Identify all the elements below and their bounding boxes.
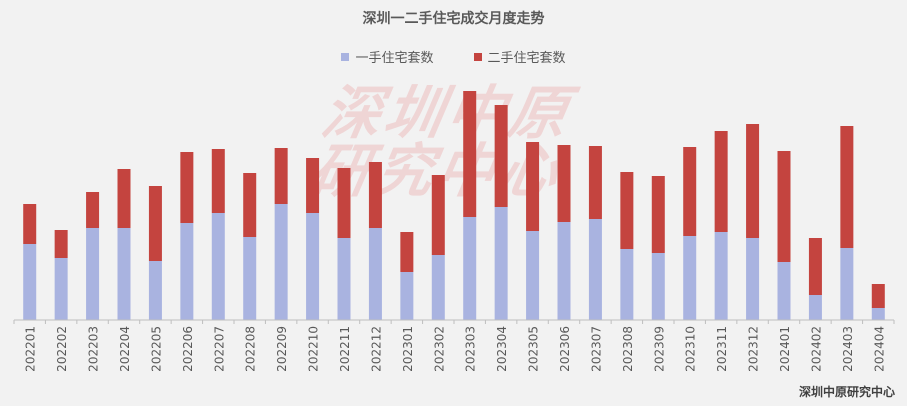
bar-secondary-202403 [840,126,854,248]
legend-swatch-primary [341,52,350,61]
bar-primary-202311 [714,232,728,320]
x-tick-label-202308: 202308 [621,326,635,372]
bar-secondary-202312 [746,124,760,238]
bar-primary-202204 [117,228,131,320]
bar-primary-202205 [148,261,162,320]
bar-secondary-202307 [588,146,602,219]
x-tick-label-202310: 202310 [684,326,698,372]
x-tick-label-202307: 202307 [589,326,603,372]
x-tick-label-202301: 202301 [401,326,415,372]
bar-primary-202308 [620,249,634,320]
bar-primary-202207 [211,213,225,320]
legend-swatch-secondary [473,52,482,61]
bar-primary-202210 [306,213,320,320]
bar-secondary-202201 [23,204,37,244]
bar-primary-202206 [180,223,194,320]
x-tick-label-202203: 202203 [87,326,101,372]
bar-primary-202208 [243,237,257,320]
x-tick-label-202206: 202206 [181,326,195,372]
x-tick-label-202402: 202402 [809,326,823,372]
bar-primary-202212 [368,228,382,320]
x-tick-label-202302: 202302 [432,326,446,372]
x-tick-label-202304: 202304 [495,326,509,372]
bar-secondary-202306 [557,145,571,222]
bar-secondary-202309 [651,176,665,253]
bar-primary-202310 [683,236,697,320]
x-tick-label-202403: 202403 [841,326,855,372]
legend-label-primary: 一手住宅套数 [355,51,434,66]
bar-primary-202401 [777,262,791,320]
legend-item-primary: 一手住宅套数 [341,47,434,66]
bar-secondary-202305 [526,142,540,231]
bar-primary-202202 [54,258,68,320]
legend-item-secondary: 二手住宅套数 [473,47,566,66]
bar-secondary-202304 [494,105,508,207]
bar-primary-202306 [557,222,571,320]
bar-secondary-202310 [683,147,697,236]
bar-secondary-202206 [180,152,194,223]
bar-primary-202303 [463,217,477,320]
x-tick-label-202303: 202303 [464,326,478,372]
bar-secondary-202202 [54,230,68,258]
bar-secondary-202401 [777,151,791,262]
bar-primary-202312 [746,238,760,320]
bar-primary-202201 [23,244,37,320]
x-tick-label-202401: 202401 [778,326,792,372]
x-tick-label-202212: 202212 [369,326,383,372]
x-tick-label-202404: 202404 [872,326,886,372]
x-tick-label-202210: 202210 [307,326,321,372]
bar-secondary-202211 [337,168,351,238]
bar-secondary-202207 [211,149,225,213]
bar-secondary-202301 [400,232,414,272]
bar-secondary-202404 [871,284,885,308]
bar-primary-202203 [86,228,100,320]
bar-secondary-202205 [148,186,162,261]
bar-secondary-202212 [368,162,382,228]
bar-secondary-202210 [306,158,320,213]
bar-secondary-202203 [86,192,100,228]
x-tick-label-202205: 202205 [149,326,163,372]
bar-secondary-202308 [620,172,634,249]
bar-primary-202402 [808,295,822,320]
bar-primary-202305 [526,231,540,320]
bar-primary-202403 [840,248,854,320]
bar-primary-202307 [588,219,602,320]
bar-primary-202301 [400,272,414,320]
x-tick-label-202204: 202204 [118,326,132,372]
x-tick-label-202311: 202311 [715,326,729,372]
bar-secondary-202208 [243,173,257,237]
bar-secondary-202402 [808,238,822,295]
x-tick-label-202306: 202306 [558,326,572,372]
legend-label-secondary: 二手住宅套数 [487,51,566,66]
bar-primary-202309 [651,253,665,320]
x-tick-label-202305: 202305 [527,326,541,372]
bar-primary-202404 [871,308,885,320]
bar-secondary-202209 [274,148,288,204]
bar-primary-202209 [274,204,288,320]
bar-primary-202211 [337,238,351,320]
chart-title: 深圳一二手住宅成交月度走势 [362,11,545,27]
x-tick-label-202211: 202211 [338,326,352,372]
x-tick-label-202201: 202201 [24,326,38,372]
legend: 一手住宅套数 二手住宅套数 [0,47,907,66]
x-tick-label-202202: 202202 [55,326,69,372]
x-tick-label-202309: 202309 [652,326,666,372]
bar-secondary-202302 [431,175,445,255]
x-tick-label-202209: 202209 [275,326,289,372]
bar-primary-202302 [431,255,445,320]
bar-secondary-202311 [714,131,728,232]
source-label: 深圳中原研究中心 [798,385,895,399]
bar-secondary-202303 [463,91,477,217]
bar-secondary-202204 [117,169,131,228]
x-tick-label-202208: 202208 [244,326,258,372]
x-tick-label-202312: 202312 [747,326,761,372]
x-tick-label-202207: 202207 [212,326,226,372]
bar-primary-202304 [494,207,508,320]
